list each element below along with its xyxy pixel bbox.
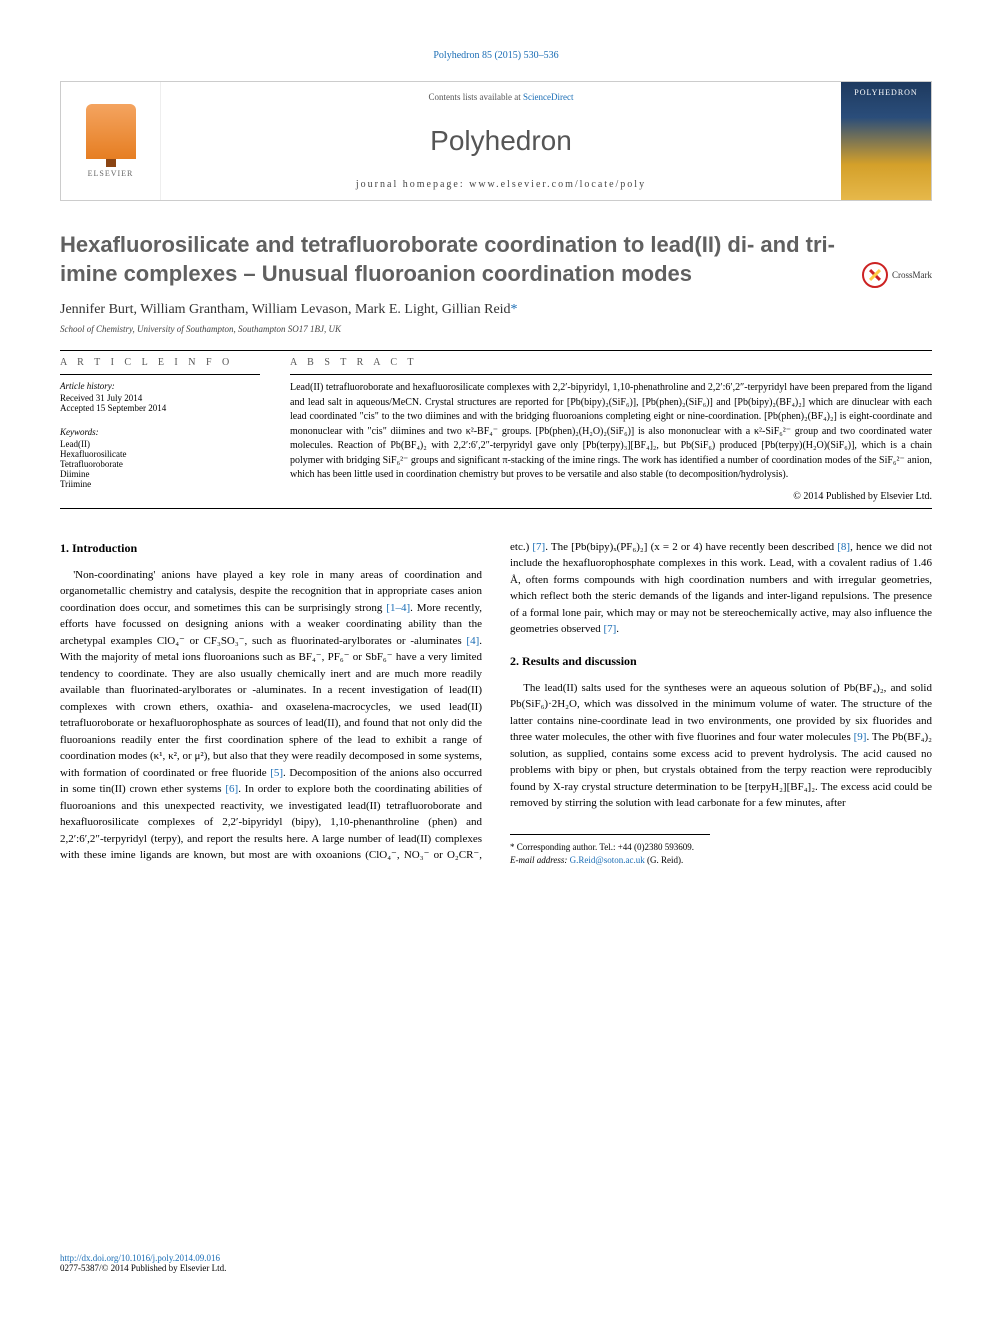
affiliation: School of Chemistry, University of South…: [60, 324, 932, 334]
ref-link[interactable]: [5]: [270, 767, 283, 779]
history-received: Received 31 July 2014: [60, 393, 260, 403]
rule-bottom: [60, 508, 932, 509]
ref-link[interactable]: [9]: [854, 731, 867, 743]
corresponding-star: *: [511, 302, 518, 317]
elsevier-tree-icon: [86, 104, 136, 159]
intro-text: .: [616, 623, 619, 635]
publisher-label: ELSEVIER: [88, 169, 134, 178]
ref-link[interactable]: [7]: [532, 541, 545, 553]
ref-link[interactable]: [1–4]: [386, 602, 410, 614]
header-citation: Polyhedron 85 (2015) 530–536: [60, 50, 932, 61]
intro-heading: 1. Introduction: [60, 539, 482, 557]
authors-names: Jennifer Burt, William Grantham, William…: [60, 302, 511, 317]
rule-abstract: [290, 374, 932, 375]
journal-banner: ELSEVIER Contents lists available at Sci…: [60, 81, 932, 201]
journal-homepage[interactable]: journal homepage: www.elsevier.com/locat…: [161, 179, 841, 190]
results-heading: 2. Results and discussion: [510, 652, 932, 670]
crossmark-icon: [862, 262, 888, 288]
email-prefix: E-mail address:: [510, 855, 570, 865]
abstract-copyright: © 2014 Published by Elsevier Ltd.: [290, 491, 932, 502]
corresp-tel: * Corresponding author. Tel.: +44 (0)238…: [510, 841, 710, 855]
corresp-email-line: E-mail address: G.Reid@soton.ac.uk (G. R…: [510, 854, 710, 868]
body-columns: 1. Introduction 'Non-coordinating' anion…: [60, 539, 932, 868]
cover-title: POLYHEDRON: [854, 88, 917, 97]
keyword: Tetrafluoroborate: [60, 459, 260, 469]
issn-copyright: 0277-5387/© 2014 Published by Elsevier L…: [60, 1263, 226, 1273]
contents-line: Contents lists available at ScienceDirec…: [161, 92, 841, 102]
corresponding-author-footnote: * Corresponding author. Tel.: +44 (0)238…: [510, 834, 710, 868]
results-para-1: The lead(II) salts used for the synthese…: [510, 680, 932, 812]
article-info-label: A R T I C L E I N F O: [60, 357, 260, 368]
doi-block: http://dx.doi.org/10.1016/j.poly.2014.09…: [60, 1253, 460, 1273]
intro-text: , hence we did not include the hexafluor…: [510, 541, 932, 636]
abstract-text: Lead(II) tetrafluoroborate and hexafluor…: [290, 381, 932, 483]
ref-link[interactable]: [7]: [603, 623, 616, 635]
sciencedirect-link[interactable]: ScienceDirect: [523, 92, 573, 102]
keyword: Diimine: [60, 469, 260, 479]
intro-text: . The [Pb(bipy)ₓ(PF₆)₂] (x = 2 or 4) hav…: [545, 541, 837, 553]
history-head: Article history:: [60, 381, 260, 391]
keyword: Triimine: [60, 479, 260, 489]
crossmark-badge[interactable]: CrossMark: [862, 262, 932, 288]
article-info-block: A R T I C L E I N F O Article history: R…: [60, 357, 260, 502]
email-suffix: (G. Reid).: [645, 855, 684, 865]
keyword: Lead(II): [60, 439, 260, 449]
publisher-logo-block: ELSEVIER: [61, 82, 161, 200]
intro-text: . With the majority of metal ions fluoro…: [60, 635, 482, 779]
abstract-label: A B S T R A C T: [290, 357, 932, 368]
history-accepted: Accepted 15 September 2014: [60, 403, 260, 413]
rule-top: [60, 350, 932, 351]
keywords-head: Keywords:: [60, 427, 260, 437]
ref-link[interactable]: [6]: [225, 783, 238, 795]
ref-link[interactable]: [8]: [837, 541, 850, 553]
doi-link[interactable]: http://dx.doi.org/10.1016/j.poly.2014.09…: [60, 1253, 220, 1263]
rule-info: [60, 374, 260, 375]
keyword: Hexafluorosilicate: [60, 449, 260, 459]
meta-row: A R T I C L E I N F O Article history: R…: [60, 357, 932, 502]
ref-link[interactable]: [4]: [466, 635, 479, 647]
abstract-block: A B S T R A C T Lead(II) tetrafluorobora…: [290, 357, 932, 502]
journal-name: Polyhedron: [161, 125, 841, 157]
journal-cover-thumbnail: POLYHEDRON: [841, 82, 931, 200]
article-title: Hexafluorosilicate and tetrafluoroborate…: [60, 231, 840, 288]
crossmark-label: CrossMark: [892, 270, 932, 280]
corresp-email-link[interactable]: G.Reid@soton.ac.uk: [570, 855, 645, 865]
authors-line: Jennifer Burt, William Grantham, William…: [60, 302, 932, 318]
banner-middle: Contents lists available at ScienceDirec…: [161, 82, 841, 200]
contents-prefix: Contents lists available at: [429, 92, 523, 102]
